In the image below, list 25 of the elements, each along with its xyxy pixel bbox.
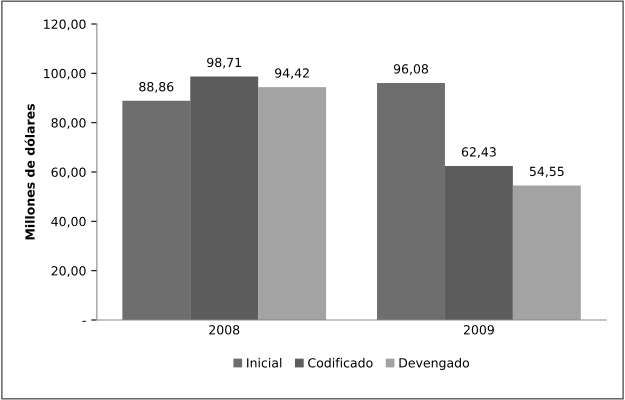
legend-label: Codificado [308, 358, 373, 368]
y-tick-label: 40,00 [51, 216, 86, 228]
y-tick-label: 100,00 [44, 68, 86, 80]
y-tick-label: 60,00 [52, 167, 86, 178]
bar [444, 166, 513, 320]
legend-label: Inicial [247, 358, 282, 368]
data-label: 98,71 [207, 58, 241, 68]
bar [377, 83, 445, 320]
data-label: 94,42 [275, 68, 309, 80]
bar [122, 100, 190, 320]
legend-label: Devengado [399, 358, 470, 370]
y-tick-label: - [82, 320, 86, 322]
x-tick-label: 2008 [209, 325, 240, 335]
data-label: 54,55 [530, 166, 564, 178]
y-tick-label: 120,00 [44, 19, 86, 30]
bar [190, 76, 258, 320]
y-tick-label: 20,00 [52, 266, 86, 277]
y-axis-title: Millones de dólares [24, 104, 35, 240]
data-label: 62,43 [462, 147, 496, 158]
data-label: 96,08 [394, 64, 428, 75]
data-label: 88,86 [139, 82, 174, 93]
bar [258, 87, 326, 320]
bar [512, 185, 581, 320]
y-tick-label: 80,00 [52, 118, 86, 129]
x-tick-label: 2009 [464, 325, 494, 335]
